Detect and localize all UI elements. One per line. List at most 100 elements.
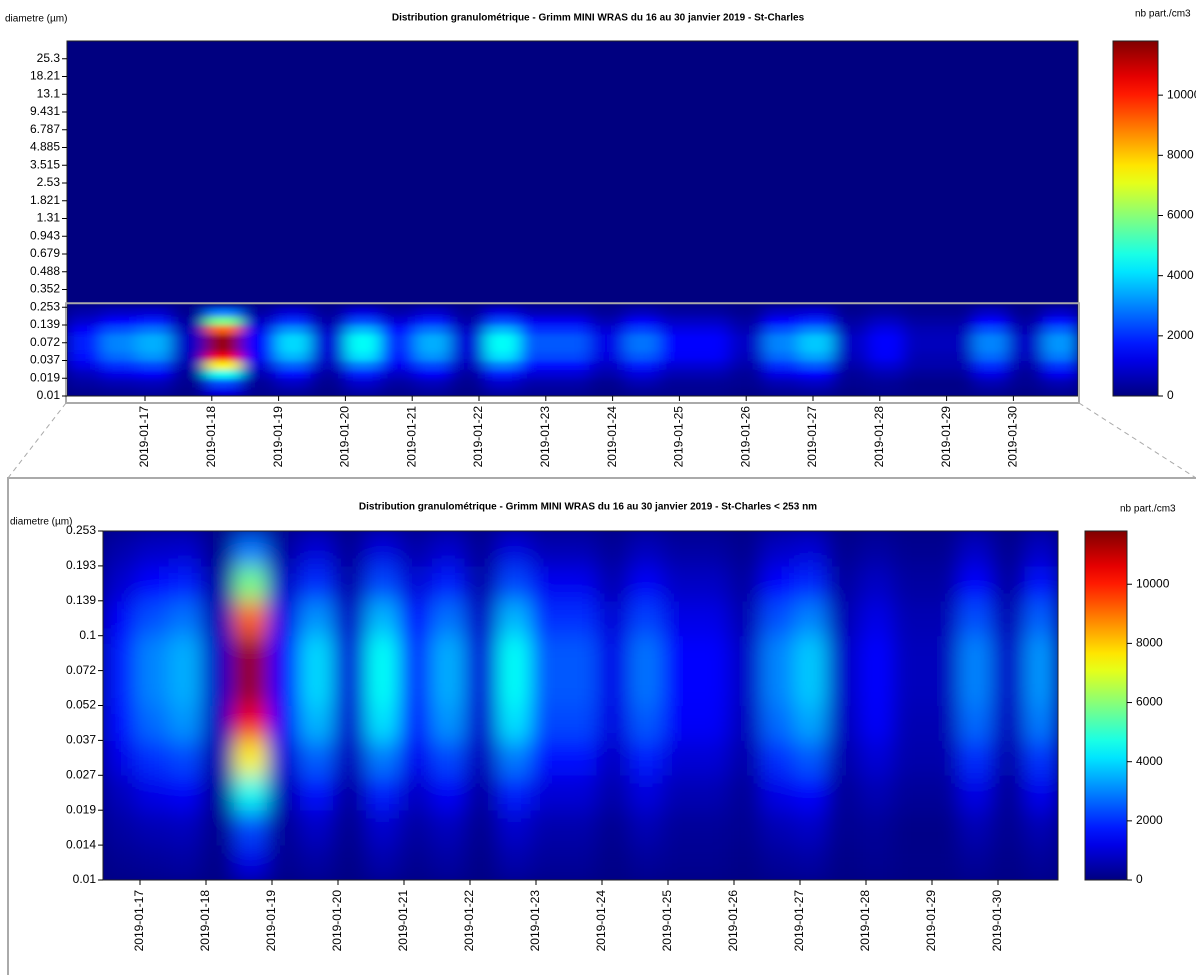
heatmap-cell bbox=[101, 342, 138, 353]
heatmap-cell bbox=[925, 670, 960, 706]
heatmap-cell bbox=[205, 377, 242, 388]
heatmap-cell bbox=[415, 377, 451, 388]
y-tick-label: 0.019 bbox=[66, 802, 96, 816]
heatmap-cell bbox=[694, 377, 730, 388]
heatmap-cell bbox=[728, 333, 765, 344]
heatmap-cell bbox=[234, 705, 269, 741]
heatmap-cell bbox=[903, 315, 940, 326]
y-tick-label: 0.01 bbox=[73, 872, 97, 886]
heatmap-cell bbox=[694, 315, 730, 326]
heatmap-cell bbox=[1024, 635, 1058, 672]
heatmap-cell bbox=[629, 531, 664, 567]
zoom-line bbox=[7, 402, 67, 479]
y-tick-label: 0.352 bbox=[30, 282, 60, 296]
heatmap-cell bbox=[530, 600, 565, 637]
heatmap-cell bbox=[464, 739, 499, 776]
heatmap bbox=[67, 306, 1078, 396]
x-tick-label: 2019-01-26 bbox=[738, 406, 752, 468]
heatmap-cell bbox=[958, 705, 993, 741]
heatmap-cell bbox=[449, 351, 486, 361]
heatmap-cell bbox=[763, 315, 800, 326]
heatmap-cell bbox=[833, 386, 870, 396]
heatmap-cell bbox=[464, 531, 499, 567]
heatmap-cell bbox=[530, 670, 565, 706]
heatmap-cell bbox=[497, 809, 532, 846]
heatmap-cell bbox=[859, 635, 894, 672]
heatmap-cell bbox=[135, 531, 170, 567]
heatmap-cell bbox=[300, 809, 335, 846]
heatmap-cell bbox=[300, 844, 335, 880]
heatmap-cell bbox=[67, 360, 103, 370]
heatmap-cell bbox=[728, 600, 763, 637]
heatmap-cell bbox=[205, 306, 242, 317]
y-tick-label: 0.488 bbox=[30, 264, 60, 278]
colorbar bbox=[1084, 530, 1128, 881]
heatmap-cell bbox=[103, 705, 137, 741]
heatmap-cell bbox=[205, 315, 242, 326]
heatmap-cell bbox=[168, 531, 203, 567]
heatmap-cell bbox=[554, 360, 591, 370]
heatmap-cell bbox=[826, 705, 861, 741]
heatmap-cell bbox=[310, 368, 347, 379]
heatmap-cell bbox=[596, 635, 631, 672]
heatmap-cell bbox=[1042, 324, 1078, 335]
heatmap-cell bbox=[380, 386, 417, 396]
heatmap-cell bbox=[205, 386, 242, 396]
heatmap-cell bbox=[925, 635, 960, 672]
heatmap-cell bbox=[103, 635, 137, 672]
heatmap-cell bbox=[695, 635, 730, 672]
heatmap-cell bbox=[629, 705, 664, 741]
heatmap-cell bbox=[1007, 342, 1044, 353]
heatmap-cell bbox=[530, 705, 565, 741]
heatmap-cell bbox=[310, 333, 347, 344]
heatmap-cell bbox=[1024, 531, 1058, 567]
colorbar-tick-label: 6000 bbox=[1167, 208, 1194, 222]
heatmap-cell bbox=[794, 774, 828, 811]
heatmap-cell bbox=[728, 386, 765, 396]
heatmap-cell bbox=[798, 377, 835, 388]
chart-title: Distribution granulométrique - Grimm MIN… bbox=[392, 13, 805, 24]
colorbar-tick-label: 2000 bbox=[1167, 328, 1194, 342]
heatmap-cell bbox=[101, 324, 138, 335]
heatmap-cell bbox=[1042, 360, 1078, 370]
heatmap-cell bbox=[694, 333, 730, 344]
heatmap-cell bbox=[240, 368, 277, 379]
heatmap-cell bbox=[958, 531, 993, 567]
heatmap-cell bbox=[103, 774, 137, 811]
heatmap-cell bbox=[380, 333, 417, 344]
heatmap-cell bbox=[171, 377, 207, 388]
heatmap-cell bbox=[449, 360, 486, 370]
heatmap-cell bbox=[1024, 565, 1058, 602]
heatmap-cell bbox=[991, 600, 1026, 637]
heatmap-cell bbox=[859, 739, 894, 776]
y-axis-label: diametre (µm) bbox=[10, 517, 72, 528]
heatmap-cell bbox=[310, 324, 347, 335]
y-tick-label: 18.21 bbox=[30, 69, 60, 83]
heatmap-cell bbox=[728, 377, 765, 388]
y-tick-label: 0.027 bbox=[66, 767, 96, 781]
heatmap-cell bbox=[892, 670, 927, 706]
heatmap-cell bbox=[171, 306, 207, 317]
heatmap-cell bbox=[624, 342, 661, 353]
heatmap-cell bbox=[398, 670, 433, 706]
heatmap-cell bbox=[380, 377, 417, 388]
heatmap-cell bbox=[530, 635, 565, 672]
heatmap-cell bbox=[925, 739, 960, 776]
heatmap-cell bbox=[67, 333, 103, 344]
heatmap-cell bbox=[1042, 368, 1078, 379]
colorbar-label: nb part./cm3 bbox=[1135, 9, 1191, 20]
heatmap-cell bbox=[431, 600, 466, 637]
x-tick-label: 2019-01-21 bbox=[396, 890, 410, 952]
heatmap-cell bbox=[563, 565, 598, 602]
colorbar-tick-label: 4000 bbox=[1136, 754, 1163, 768]
heatmap-cell bbox=[201, 844, 236, 880]
heatmap-cell bbox=[365, 670, 400, 706]
heatmap-cell bbox=[497, 635, 532, 672]
heatmap-cell bbox=[431, 531, 466, 567]
heatmap-cell bbox=[761, 635, 796, 672]
heatmap-cell bbox=[431, 635, 466, 672]
heatmap-cell bbox=[101, 377, 138, 388]
heatmap-cell bbox=[168, 705, 203, 741]
heatmap-cell bbox=[345, 351, 382, 361]
heatmap bbox=[103, 531, 1058, 880]
